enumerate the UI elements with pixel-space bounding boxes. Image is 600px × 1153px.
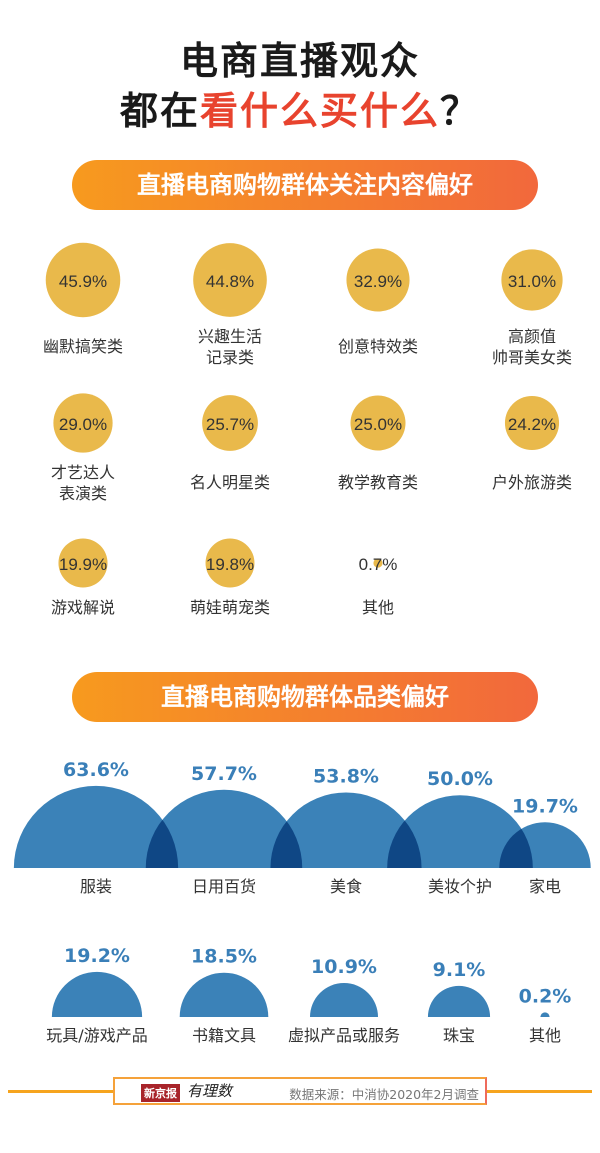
bubble-label: 创意特效类: [338, 337, 418, 356]
title-line2: 都在看什么买什么？: [0, 80, 600, 135]
footer-box: 新京报 有理数 数据来源：中消协2020年2月调查: [113, 1077, 487, 1105]
bubble-value: 29.0%: [59, 415, 107, 434]
bubble-value: 0.7%: [359, 555, 398, 574]
bubble-label: 萌娃萌宠类: [190, 598, 270, 617]
bubble-value: 32.9%: [354, 272, 402, 291]
bubble: [205, 538, 255, 588]
bubble: [202, 395, 258, 451]
title-prefix: 都在: [119, 89, 200, 133]
title-line1: 电商直播观众: [179, 39, 420, 83]
brand-logo-2: 有理数: [187, 1082, 233, 1100]
bubble-value: 31.0%: [508, 272, 556, 291]
brand-logo: 新京报: [141, 1084, 180, 1102]
bubble-label: 记录类: [206, 348, 254, 367]
semicircle-value: 18.5%: [191, 946, 257, 968]
semicircle-label: 美食: [330, 877, 362, 896]
footer-line-right: [486, 1090, 592, 1093]
semicircle-value: 10.9%: [311, 956, 377, 978]
bubble-value: 45.9%: [59, 272, 107, 291]
semicircle-label: 日用百货: [192, 877, 256, 896]
bubble: [373, 558, 383, 568]
semicircle: [145, 789, 303, 868]
semicircle: [387, 795, 533, 868]
title-highlight: 看什么买什么: [199, 89, 440, 133]
semicircle-label: 家电: [529, 877, 561, 896]
semicircle-value: 19.7%: [512, 795, 578, 817]
bubble-label: 兴趣生活: [198, 327, 262, 346]
semicircle-value: 9.1%: [433, 959, 486, 981]
bubble-label: 游戏解说: [51, 598, 115, 617]
data-source: 数据来源：中消协2020年2月调查: [289, 1087, 479, 1102]
bubble-label: 名人明星类: [190, 473, 270, 492]
bubble-value: 25.7%: [206, 415, 254, 434]
bubble-value: 24.2%: [508, 415, 556, 434]
bubble-value: 44.8%: [206, 272, 254, 291]
bubble-label: 其他: [362, 598, 394, 617]
bubble-value: 25.0%: [354, 415, 402, 434]
bubble: [53, 393, 113, 453]
bubble: [346, 248, 410, 312]
bubble-label: 教学教育类: [338, 473, 418, 492]
bubble-label: 幽默搞笑类: [43, 337, 123, 356]
bubble-label: 帅哥美女类: [492, 348, 572, 367]
section2-header: 直播电商购物群体品类偏好: [72, 672, 538, 722]
bubble: [350, 395, 406, 451]
bubble-label: 表演类: [59, 484, 107, 503]
bubble-value: 19.9%: [59, 555, 107, 574]
section1-header: 直播电商购物群体关注内容偏好: [72, 160, 538, 210]
semicircle-label: 书籍文具: [192, 1026, 256, 1045]
bubble-label: 户外旅游类: [492, 473, 572, 492]
semicircle-value: 50.0%: [427, 768, 493, 790]
semicircle: [427, 985, 491, 1017]
semicircle-value: 0.2%: [519, 985, 572, 1007]
footer-line-left: [8, 1090, 114, 1093]
bubble: [45, 242, 121, 318]
title-suffix: ？: [440, 89, 481, 133]
semicircle-overlap: [499, 822, 533, 868]
bubble-label: 才艺达人: [51, 463, 115, 482]
semicircle: [13, 785, 179, 868]
bubble: [501, 249, 563, 311]
semicircle-label: 美妆个护: [428, 877, 492, 896]
semicircle: [179, 972, 269, 1017]
semicircle-label: 服装: [80, 877, 112, 896]
bubble: [504, 395, 560, 451]
bubble-value: 19.8%: [206, 555, 254, 574]
semicircle-label: 玩具/游戏产品: [46, 1026, 147, 1045]
bubble: [58, 538, 108, 588]
semicircle-label: 珠宝: [443, 1026, 475, 1045]
semicircle: [270, 792, 422, 868]
semicircle-value: 53.8%: [313, 765, 379, 787]
semicircle: [309, 982, 379, 1017]
bubble: [193, 243, 267, 317]
semicircle-label: 虚拟产品或服务: [288, 1026, 400, 1045]
semicircle: [540, 1012, 550, 1017]
semicircle-value: 57.7%: [191, 763, 257, 785]
semicircle: [51, 971, 143, 1017]
semicircle-label: 其他: [529, 1026, 561, 1045]
semicircle-value: 19.2%: [64, 945, 130, 967]
semicircle-value: 63.6%: [63, 759, 129, 781]
bubble-label: 高颜值: [508, 327, 556, 346]
